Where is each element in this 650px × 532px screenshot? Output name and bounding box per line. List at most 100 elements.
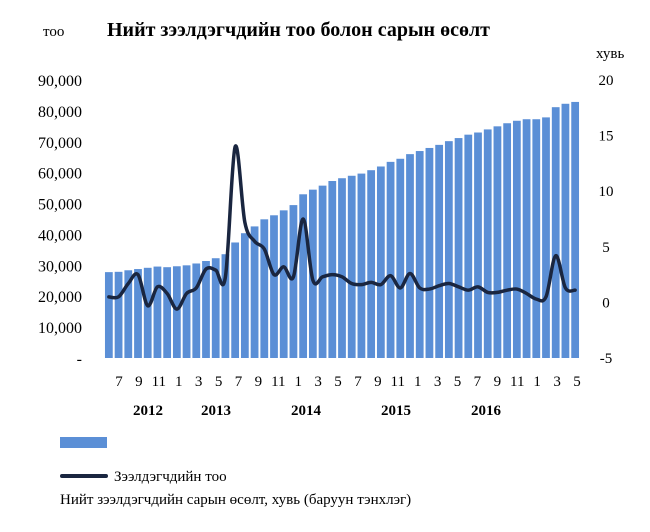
bar bbox=[134, 269, 142, 358]
x-month-label: 5 bbox=[215, 374, 223, 390]
left-tick-label: 10,000 bbox=[38, 320, 82, 337]
x-month-label: 11 bbox=[510, 374, 524, 390]
x-month-label: 1 bbox=[294, 374, 302, 390]
bar bbox=[376, 166, 385, 358]
bar bbox=[328, 181, 337, 358]
x-month-label: 3 bbox=[195, 374, 203, 390]
right-tick-label: 0 bbox=[602, 295, 610, 311]
x-month-label: 1 bbox=[533, 374, 541, 390]
bar bbox=[512, 120, 521, 359]
left-tick-label: 30,000 bbox=[38, 258, 82, 275]
bar bbox=[386, 161, 395, 358]
left-axis-unit: тоо bbox=[43, 24, 64, 40]
x-month-label: 5 bbox=[573, 374, 581, 390]
x-month-label: 7 bbox=[354, 374, 362, 390]
left-tick-label: 70,000 bbox=[38, 135, 82, 152]
bar bbox=[250, 226, 259, 358]
bar bbox=[357, 173, 366, 358]
bar bbox=[192, 263, 201, 358]
x-month-label: 9 bbox=[255, 374, 263, 390]
bar bbox=[474, 132, 482, 358]
bar bbox=[532, 119, 541, 358]
x-month-label: 1 bbox=[175, 374, 183, 390]
bar bbox=[163, 267, 172, 358]
x-axis-months: 7 9 11 1 3 5 7 9 11 1 3 5 7 9 11 1 3 5 7 9 11 1 3 5 bbox=[115, 374, 581, 390]
bar bbox=[542, 117, 550, 358]
left-tick-label: 50,000 bbox=[38, 197, 82, 214]
bar bbox=[279, 210, 288, 358]
bar bbox=[114, 271, 123, 358]
line-series bbox=[107, 144, 577, 311]
bar bbox=[260, 219, 269, 358]
bar bbox=[172, 266, 181, 358]
left-tick-label: 20,000 bbox=[38, 289, 82, 306]
bar bbox=[182, 265, 191, 358]
left-tick-label: 60,000 bbox=[38, 166, 82, 183]
bar bbox=[522, 119, 531, 358]
x-month-label: 9 bbox=[374, 374, 382, 390]
bar bbox=[406, 154, 414, 358]
x-month-label: 3 bbox=[314, 374, 322, 390]
left-tick-label: 90,000 bbox=[38, 73, 82, 90]
right-axis-unit: хувь bbox=[596, 46, 625, 62]
x-month-label: 9 bbox=[494, 374, 502, 390]
bar bbox=[338, 178, 346, 358]
right-tick-label: 15 bbox=[599, 129, 614, 145]
left-axis: - 10,000 20,000 30,000 40,000 50,000 60,000 70,… bbox=[38, 73, 82, 368]
x-year-label: 2015 bbox=[381, 403, 411, 419]
x-month-label: 11 bbox=[391, 374, 405, 390]
right-tick-label: -5 bbox=[600, 351, 613, 367]
x-month-label: 5 bbox=[334, 374, 342, 390]
bar bbox=[231, 242, 240, 358]
chart-title: Нийт зээлдэгчдийн тоо болон сарын өсөлт bbox=[107, 19, 490, 41]
right-tick-label: 5 bbox=[602, 240, 610, 256]
left-tick-label: 80,000 bbox=[38, 104, 82, 121]
bar bbox=[571, 101, 580, 359]
bar-series bbox=[104, 101, 580, 359]
x-month-label: 11 bbox=[271, 374, 285, 390]
growth-line bbox=[107, 144, 577, 311]
bar bbox=[503, 123, 512, 359]
bar bbox=[124, 270, 133, 358]
bar bbox=[561, 103, 570, 358]
left-tick-label: - bbox=[77, 351, 82, 368]
bar bbox=[493, 126, 502, 358]
bar bbox=[270, 215, 278, 358]
bar bbox=[143, 267, 152, 358]
x-axis-years: 2012 2013 2014 2015 2016 bbox=[133, 403, 502, 419]
bar bbox=[299, 194, 308, 358]
bar bbox=[435, 144, 444, 358]
right-tick-label: 20 bbox=[599, 73, 614, 89]
x-month-label: 7 bbox=[474, 374, 482, 390]
bar bbox=[153, 266, 162, 358]
x-year-label: 2013 bbox=[201, 403, 231, 419]
right-tick-label: 10 bbox=[599, 184, 614, 200]
bar bbox=[104, 272, 113, 358]
left-tick-label: 40,000 bbox=[38, 227, 82, 244]
x-month-label: 7 bbox=[115, 374, 123, 390]
x-month-label: 9 bbox=[135, 374, 143, 390]
x-month-label: 3 bbox=[434, 374, 442, 390]
bar bbox=[347, 175, 356, 358]
bar bbox=[425, 147, 434, 358]
x-month-label: 11 bbox=[152, 374, 166, 390]
x-year-label: 2012 bbox=[133, 403, 163, 419]
bar bbox=[211, 258, 220, 358]
x-year-label: 2014 bbox=[291, 403, 322, 419]
x-year-label: 2016 bbox=[471, 403, 502, 419]
bar bbox=[454, 138, 463, 358]
legend-bar-swatch bbox=[60, 437, 107, 448]
right-axis: -5 0 5 10 15 20 bbox=[599, 73, 614, 367]
bar bbox=[289, 205, 298, 358]
bar bbox=[464, 134, 473, 358]
bar bbox=[367, 170, 376, 358]
bar bbox=[415, 151, 424, 358]
bar bbox=[551, 107, 560, 359]
bar bbox=[396, 158, 405, 358]
bar bbox=[240, 233, 249, 358]
x-month-label: 3 bbox=[553, 374, 561, 390]
bar bbox=[221, 254, 230, 358]
legend-line-label: Нийт зээлдэгчдийн сарын өсөлт, хувь (бар… bbox=[60, 492, 411, 508]
bar bbox=[483, 129, 492, 358]
